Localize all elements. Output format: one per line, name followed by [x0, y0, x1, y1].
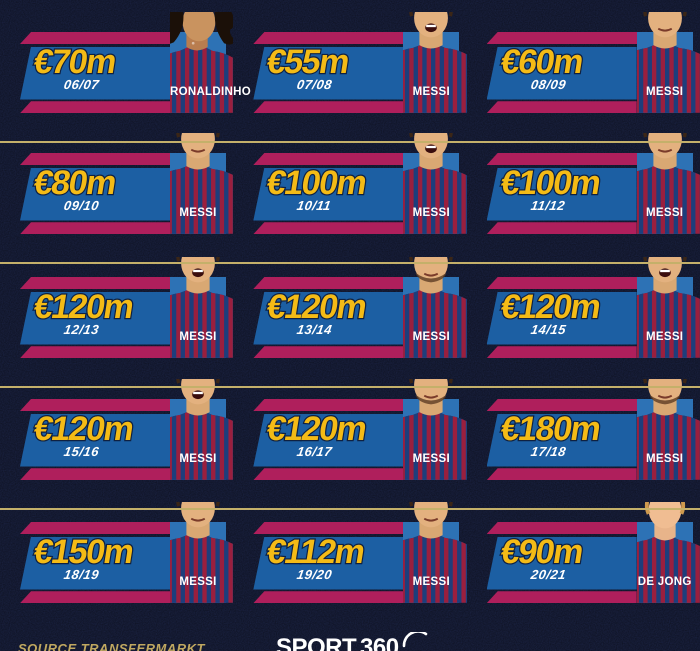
svg-text:360: 360	[360, 634, 399, 651]
svg-text:SPORT: SPORT	[276, 634, 357, 651]
